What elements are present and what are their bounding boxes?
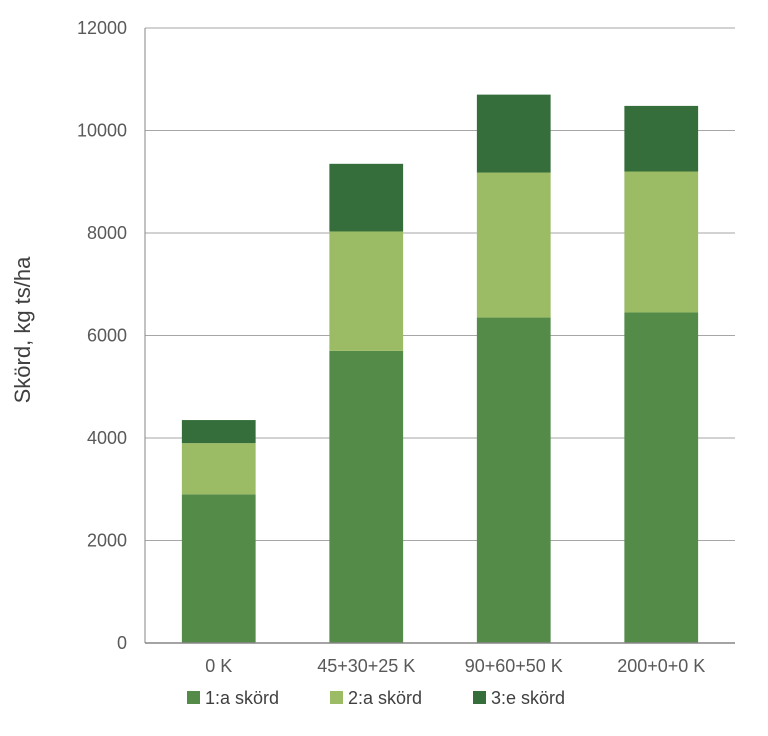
y-tick-label: 0 — [117, 633, 127, 653]
bar-segment — [624, 105, 699, 172]
bar-segment — [329, 163, 404, 232]
legend-label: 1:a skörd — [205, 688, 279, 708]
bar-segment — [624, 171, 699, 313]
legend-swatch — [187, 691, 200, 704]
bar-segment — [181, 443, 256, 495]
bar-segment — [476, 317, 551, 643]
axes: 0 2000 4000 6000 8000 10000 12000 0 K 45+30+25 K… — [77, 18, 735, 676]
x-tick-label: 90+60+50 K — [465, 656, 563, 676]
y-tick-label: 10000 — [77, 121, 127, 141]
legend-swatch — [473, 691, 486, 704]
bar-segment — [329, 231, 404, 351]
bar-segment — [476, 94, 551, 173]
y-tick-label: 4000 — [87, 428, 127, 448]
legend-label: 3:e skörd — [491, 688, 565, 708]
y-tick-label: 6000 — [87, 326, 127, 346]
x-tick-label: 45+30+25 K — [317, 656, 415, 676]
bar-segment — [329, 350, 404, 643]
bar-segment — [181, 420, 256, 444]
bar-segment — [181, 494, 256, 643]
bar-segment — [624, 312, 699, 643]
y-axis-title: Skörd, kg ts/ha — [10, 256, 35, 404]
legend-label: 2:a skörd — [348, 688, 422, 708]
y-tick-label: 12000 — [77, 18, 127, 38]
bars — [181, 94, 699, 643]
legend: 1:a skörd 2:a skörd 3:e skörd — [187, 688, 565, 708]
x-tick-label: 200+0+0 K — [617, 656, 705, 676]
x-tick-label: 0 K — [205, 656, 232, 676]
y-tick-label: 2000 — [87, 531, 127, 551]
y-tick-label: 8000 — [87, 223, 127, 243]
bar-segment — [476, 172, 551, 318]
legend-swatch — [330, 691, 343, 704]
